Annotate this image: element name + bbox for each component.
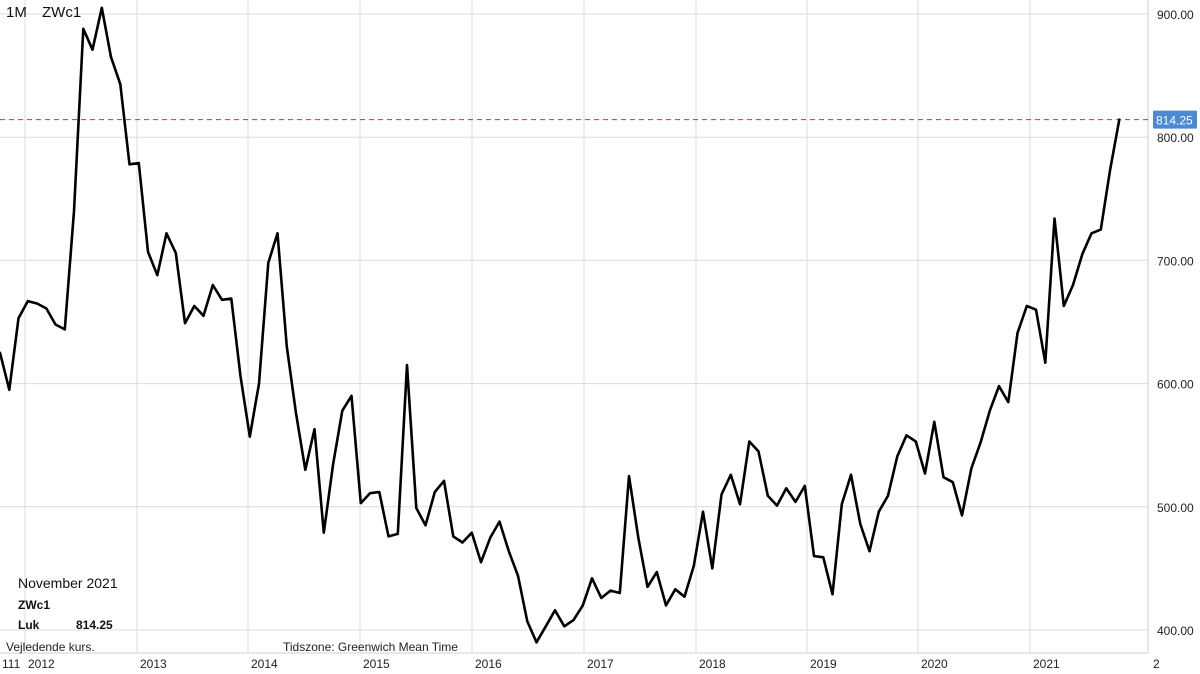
y-tick-label: 700.00: [1157, 254, 1194, 268]
legend-symbol: ZWc1: [18, 598, 51, 612]
y-tick-label: 600.00: [1157, 378, 1194, 392]
x-tick-label: 2016: [475, 657, 502, 671]
y-tick-label: 900.00: [1157, 8, 1194, 22]
x-tick-label: 2014: [251, 657, 278, 671]
x-tick-label: 2015: [363, 657, 390, 671]
footnote-note: Vejledende kurs.: [6, 640, 95, 654]
interval-label[interactable]: 1M: [6, 4, 27, 21]
x-tick-label: 111: [2, 657, 21, 671]
y-tick-label: 400.00: [1157, 624, 1194, 638]
series-line: [0, 6, 1121, 644]
y-tick-label: 800.00: [1157, 131, 1194, 145]
x-tick-label: 2018: [699, 657, 726, 671]
symbol-label[interactable]: ZWc1: [42, 4, 82, 21]
legend-month: November 2021: [18, 575, 118, 591]
last-price-badge: [1153, 110, 1197, 129]
x-tick-label: 2020: [921, 657, 948, 671]
y-tick-label: 500.00: [1157, 501, 1194, 515]
x-tick-label: 2019: [810, 657, 837, 671]
legend-box: November 2021 ZWc1 Luk 814.25: [18, 573, 118, 635]
x-tick-label: 2: [1153, 657, 1160, 671]
x-tick-label: 2012: [28, 657, 55, 671]
x-tick-label: 2017: [587, 657, 614, 671]
last-price-label: 814.25: [1156, 114, 1193, 128]
legend-close-value: 814.25: [76, 618, 113, 632]
x-tick-label: 2021: [1033, 657, 1060, 671]
footnote-timezone: Tidszone: Greenwich Mean Time: [283, 640, 458, 654]
legend-close-label: Luk: [18, 618, 40, 632]
x-tick-label: 2013: [140, 657, 167, 671]
